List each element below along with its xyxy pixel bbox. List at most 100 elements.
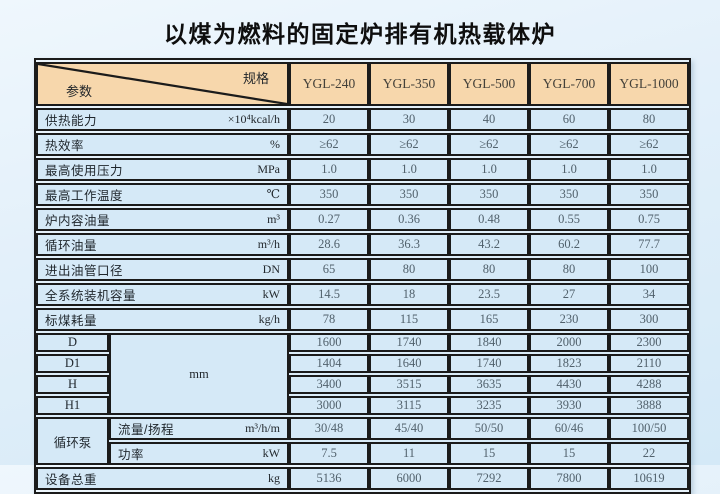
value-cell: 350: [289, 183, 369, 206]
param-unit: kW: [262, 446, 280, 460]
value-cell: 1640: [369, 354, 449, 373]
diagonal-divider-line: [38, 64, 287, 104]
value-cell: 20: [289, 108, 369, 131]
value-cell: 3888: [609, 396, 689, 415]
value-cell: 80: [529, 258, 609, 281]
param-unit: DN: [262, 262, 280, 276]
value-cell: 300: [609, 308, 689, 331]
value-cell: 100/50: [609, 417, 689, 440]
value-cell: 350: [529, 183, 609, 206]
table-row: 供热能力 ×10⁴kcal/h 20 30 40 60 80: [36, 108, 689, 131]
column-header-ygl1000: YGL-1000: [609, 62, 689, 106]
param-unit: %: [270, 137, 280, 151]
value-cell: 115: [369, 308, 449, 331]
param-unit: m³/h/m: [245, 421, 280, 435]
value-cell: 80: [449, 258, 529, 281]
pump-row: 功率 kW 7.5 11 15 15 22: [36, 442, 689, 465]
value-cell: 60.2: [529, 233, 609, 256]
value-cell: 27: [529, 283, 609, 306]
value-cell: 50/50: [449, 417, 529, 440]
param-label: 热效率: [45, 139, 85, 153]
table-row: 炉内容油量 m³ 0.27 0.36 0.48 0.55 0.75: [36, 208, 689, 231]
param-label: 最高工作温度: [45, 189, 124, 203]
pump-row: 循环泵 流量/扬程 m³/h/m 30/48 45/40 50/50 60/46 …: [36, 417, 689, 465]
param-cell: 最高工作温度 ℃: [36, 183, 289, 206]
value-cell: 3635: [449, 375, 529, 394]
param-unit: ×10⁴kcal/h: [227, 112, 280, 126]
value-cell: 4430: [529, 375, 609, 394]
spec-table-container: 规格 参数 YGL-240 YGL-350 YGL-500 YGL-700 YG…: [34, 58, 691, 494]
param-label: 全系统装机容量: [45, 289, 137, 303]
total-weight-row: 设备总重 kg 5136 6000 7292 7800 10619: [36, 467, 689, 490]
value-cell: 40: [449, 108, 529, 131]
column-header-ygl350: YGL-350: [369, 62, 449, 106]
table-row: 全系统装机容量 kW 14.5 18 23.5 27 34: [36, 283, 689, 306]
value-cell: 5136: [289, 467, 369, 490]
param-cell: 流量/扬程 m³/h/m: [109, 417, 289, 440]
value-cell: 18: [369, 283, 449, 306]
dimension-row: D mm 1600 1740 1840 2000 2300: [36, 333, 689, 415]
pump-group-label: 循环泵: [36, 417, 109, 465]
value-cell: 77.7: [609, 233, 689, 256]
value-cell: 34: [609, 283, 689, 306]
param-cell: 炉内容油量 m³: [36, 208, 289, 231]
value-cell: 60: [529, 108, 609, 131]
value-cell: 165: [449, 308, 529, 331]
value-cell: 1404: [289, 354, 369, 373]
param-label: 供热能力: [45, 114, 98, 128]
value-cell: 7292: [449, 467, 529, 490]
param-cell: 循环油量 m³/h: [36, 233, 289, 256]
value-cell: 43.2: [449, 233, 529, 256]
value-cell: 36.3: [369, 233, 449, 256]
value-cell: 23.5: [449, 283, 529, 306]
column-header-ygl500: YGL-500: [449, 62, 529, 106]
dim-unit-cell: mm: [109, 333, 289, 415]
corner-label-param: 参数: [66, 84, 93, 99]
value-cell: 2110: [609, 354, 689, 373]
table-row: 热效率% ≥62 ≥62 ≥62 ≥62 ≥62: [36, 133, 689, 156]
dimension-row: H1 3000 3115 3235 3930 3888: [36, 396, 689, 415]
param-unit: kg/h: [258, 312, 280, 326]
spec-table: 规格 参数 YGL-240 YGL-350 YGL-500 YGL-700 YG…: [36, 60, 689, 492]
column-header-ygl240: YGL-240: [289, 62, 369, 106]
param-cell: 进出油管口径 DN: [36, 258, 289, 281]
param-unit: m³/h: [257, 237, 280, 251]
dimension-row: H 3400 3515 3635 4430 4288: [36, 375, 689, 394]
param-unit: MPa: [257, 162, 280, 176]
table-row: 最高工作温度 ℃ 350 350 350 350 350: [36, 183, 689, 206]
param-unit: m³: [267, 212, 280, 226]
corner-label-spec: 规格: [242, 71, 269, 86]
value-cell: ≥62: [289, 133, 369, 156]
param-label: 循环油量: [45, 239, 98, 253]
corner-cell: 规格 参数: [36, 62, 289, 106]
value-cell: 80: [609, 108, 689, 131]
column-header-ygl700: YGL-700: [529, 62, 609, 106]
value-cell: 350: [449, 183, 529, 206]
value-cell: 3930: [529, 396, 609, 415]
value-cell: 1.0: [529, 158, 609, 181]
param-cell: 热效率%: [36, 133, 289, 156]
param-unit: kg: [268, 471, 280, 485]
table-row: 循环油量 m³/h 28.6 36.3 43.2 60.2 77.7: [36, 233, 689, 256]
value-cell: 1823: [529, 354, 609, 373]
param-cell: 功率 kW: [109, 442, 289, 465]
value-cell: 350: [369, 183, 449, 206]
value-cell: 3400: [289, 375, 369, 394]
page-title: 以煤为燃料的固定炉排有机热载体炉: [164, 21, 556, 47]
param-label: 功率: [118, 448, 145, 462]
value-cell: 22: [609, 442, 689, 465]
value-cell: 65: [289, 258, 369, 281]
value-cell: 1740: [449, 354, 529, 373]
value-cell: 1.0: [289, 158, 369, 181]
value-cell: 3115: [369, 396, 449, 415]
value-cell: 1740: [369, 333, 449, 352]
value-cell: 1600: [289, 333, 369, 352]
value-cell: 80: [369, 258, 449, 281]
value-cell: 350: [609, 183, 689, 206]
value-cell: 10619: [609, 467, 689, 490]
value-cell: 30/48: [289, 417, 369, 440]
table-row: 最高使用压力 MPa 1.0 1.0 1.0 1.0 1.0: [36, 158, 689, 181]
value-cell: 60/46: [529, 417, 609, 440]
value-cell: ≥62: [609, 133, 689, 156]
param-label: 进出油管口径: [45, 264, 124, 278]
